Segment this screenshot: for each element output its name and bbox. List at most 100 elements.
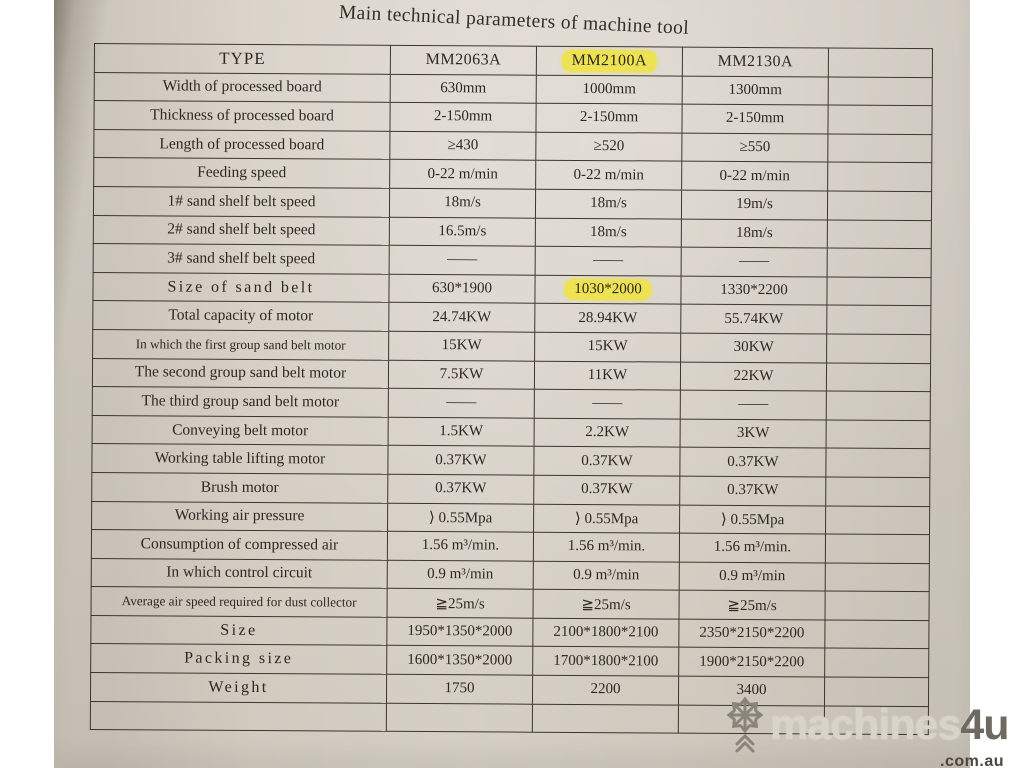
param-value: 0.9 m³/min <box>387 559 534 590</box>
empty-cell <box>827 105 933 135</box>
param-value: —— <box>681 247 828 277</box>
param-value: ≧25m/s <box>532 589 680 619</box>
param-value: 1.5KW <box>388 417 535 447</box>
param-value: 2350*2150*2200 <box>678 618 825 649</box>
param-value: 2200 <box>532 675 679 705</box>
param-value: —— <box>388 388 535 418</box>
param-label: 2# sand shelf belt speed <box>93 215 390 246</box>
model-name: MM2130A <box>717 52 794 71</box>
param-value: 3KW <box>680 418 827 449</box>
empty-cell <box>827 162 932 192</box>
param-label: In which control circuit <box>91 558 388 589</box>
param-label <box>90 701 387 732</box>
empty-cell <box>826 391 931 421</box>
param-value: 18m/s <box>535 189 682 219</box>
param-value: 24.74KW <box>388 302 535 333</box>
param-label: Working table lifting motor <box>91 443 389 475</box>
value-text: 0-22 m/min <box>573 166 644 184</box>
value-text: —— <box>592 395 623 412</box>
param-value: 0.9 m³/min <box>679 561 826 592</box>
value-text: 1300mm <box>728 81 782 99</box>
type-header: TYPE <box>94 43 391 74</box>
value-text: —— <box>446 394 477 411</box>
value-text: 1950*1350*2000 <box>407 623 513 640</box>
empty-cell <box>827 190 932 221</box>
param-value <box>386 702 533 733</box>
value-text: —— <box>593 252 624 269</box>
value-text: 630*1900 <box>431 280 493 297</box>
param-value: ≧25m/s <box>386 588 534 619</box>
param-label: Width of processed board <box>94 72 391 103</box>
param-value: —— <box>535 246 682 276</box>
param-label: Working air pressure <box>91 500 388 532</box>
value-text: 16.5m/s <box>438 222 487 240</box>
param-value: 1750 <box>386 674 533 704</box>
param-value: 30KW <box>680 333 827 363</box>
param-value: ≥550 <box>681 132 828 163</box>
brand-suffix: 4u <box>960 701 1009 749</box>
value-text: 0-22 m/min <box>427 165 498 183</box>
model-header: MM2130A <box>682 47 829 77</box>
empty-cell <box>825 505 930 535</box>
empty-cell <box>826 305 931 335</box>
value-text: 18m/s <box>444 194 481 211</box>
empty-cell <box>824 648 929 678</box>
value-text: 18m/s <box>735 224 773 242</box>
value-text: 1.56 m³/min. <box>713 539 792 556</box>
value-text: 0.9 m³/min <box>719 567 786 585</box>
value-text: 15KW <box>587 338 628 355</box>
value-text: 630mm <box>440 80 487 97</box>
param-value: 1000mm <box>536 74 683 105</box>
param-value: 2-150mm <box>389 102 537 132</box>
model-name: MM2063A <box>425 50 502 69</box>
param-value: 1.56 m³/min. <box>679 533 826 563</box>
param-value: 15KW <box>534 332 681 362</box>
value-text: 0.37KW <box>435 451 487 469</box>
param-value: 2-150mm <box>681 104 829 134</box>
param-value: —— <box>534 389 681 419</box>
value-text: 55.74KW <box>724 310 784 327</box>
value-text: 0.37KW <box>581 452 633 469</box>
empty-cell <box>825 534 930 564</box>
param-value: 630*1900 <box>388 274 536 304</box>
watermark-brand-text: machines4u <box>770 701 1010 749</box>
param-value: ⟩ 0.55Mpa <box>679 504 826 535</box>
value-text: 18m/s <box>589 223 627 241</box>
watermark-domain: .com.au <box>940 753 1004 768</box>
empty-cell <box>825 562 930 592</box>
param-label: Thickness of processed board <box>93 100 391 132</box>
value-text: 1330*2200 <box>720 281 788 299</box>
param-value: 1.56 m³/min. <box>387 531 534 561</box>
param-value: 1600*1350*2000 <box>386 645 533 676</box>
param-label: Average air speed required for dust coll… <box>91 586 388 618</box>
value-text: 22KW <box>733 367 774 384</box>
value-text: 24.74KW <box>432 308 492 326</box>
param-value: 2100*1800*2100 <box>532 618 679 648</box>
value-text: ≥430 <box>447 137 479 154</box>
param-label: 3# sand shelf belt speed <box>93 243 390 275</box>
value-text: 1.56 m³/min. <box>567 538 646 555</box>
param-value: 28.94KW <box>534 303 681 334</box>
value-text: 11KW <box>587 366 628 384</box>
value-text: 2.2KW <box>585 424 630 441</box>
param-value: 16.5m/s <box>389 216 536 247</box>
value-text: ⟩ 0.55Mpa <box>428 509 493 527</box>
value-text: 1030*2000 <box>564 278 652 301</box>
param-label: Feeding speed <box>93 157 390 189</box>
param-value: 55.74KW <box>680 304 827 334</box>
param-value: ⟩ 0.55Mpa <box>387 502 534 533</box>
value-text: 30KW <box>733 339 774 356</box>
param-value: 630mm <box>390 73 537 104</box>
value-text: 7.5KW <box>439 365 484 383</box>
empty-cell <box>826 419 931 449</box>
param-value: 15KW <box>388 331 535 361</box>
param-label: Size <box>90 615 387 646</box>
param-label: Brush motor <box>91 472 388 503</box>
value-text: ⟩ 0.55Mpa <box>574 510 639 528</box>
param-value: 0.37KW <box>679 447 827 477</box>
param-value: 1.56 m³/min. <box>533 532 680 562</box>
empty-cell <box>826 362 931 392</box>
spec-table: TYPE MM2063A MM2100A MM2130A Width of pr… <box>90 43 933 735</box>
value-text: 1.56 m³/min. <box>421 537 500 554</box>
